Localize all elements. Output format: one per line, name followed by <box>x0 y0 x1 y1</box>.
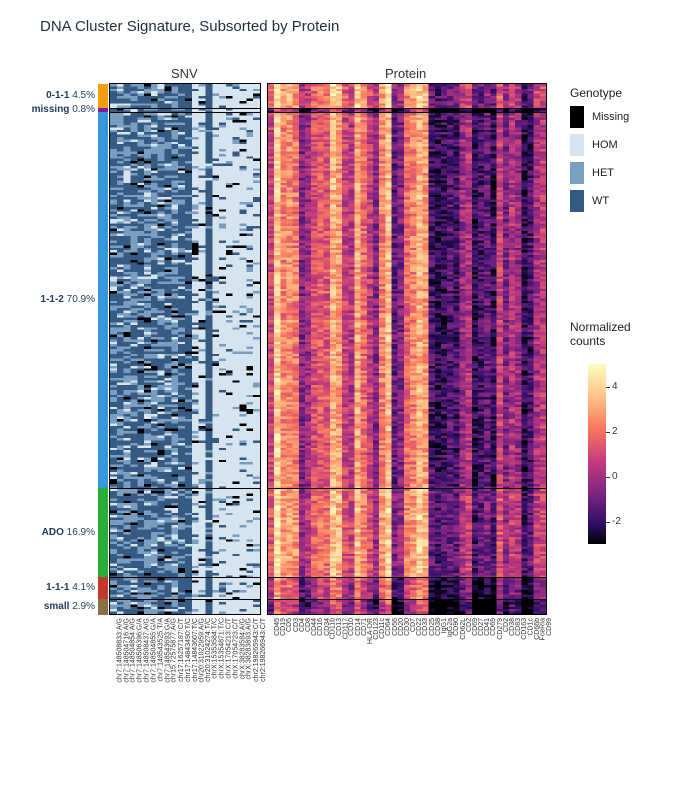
genotype-legend: Genotype Missing HOM HET WT <box>570 86 629 218</box>
cluster-segment <box>98 488 108 578</box>
cluster-segment <box>98 577 108 599</box>
colorbar-tick: 0 <box>612 471 618 482</box>
x-tick-label: chr17:14843607:T/C <box>191 618 198 682</box>
counts-legend-title: Normalized counts <box>570 320 631 348</box>
cluster-label: missing 0.8% <box>0 104 95 115</box>
x-tick-label: CD99 <box>546 618 553 636</box>
genotype-legend-title: Genotype <box>570 86 629 100</box>
legend-item: HOM <box>570 134 629 156</box>
x-tick-label: chr7:148508833:A/G <box>116 618 123 683</box>
panel-label-snv: SNV <box>171 66 198 81</box>
x-tick-label: chr7:148504855:G/A <box>151 618 158 683</box>
colorbar-tick: 2 <box>612 426 618 437</box>
legend-swatch <box>570 134 584 156</box>
cluster-label: 1-1-1 4.1% <box>0 582 95 593</box>
cluster-segment <box>98 112 108 488</box>
cluster-segment <box>98 599 108 614</box>
legend-item: WT <box>570 190 629 212</box>
cluster-labels: 0-1-1 4.5% missing 0.8% 1-1-2 70.9% ADO 16.… <box>0 84 95 614</box>
x-tick-label: chrX:17054723:C/T <box>232 618 239 679</box>
x-tick-label: chr7:148543525:T/A <box>157 618 164 681</box>
cluster-label: small 2.9% <box>0 601 95 612</box>
counts-colorbar <box>588 364 606 544</box>
chart-title: DNA Cluster Signature, Subsorted by Prot… <box>40 18 339 35</box>
legend-item: Missing <box>570 106 629 128</box>
cluster-segment <box>98 84 108 108</box>
x-tick-label: chrX:17054213:C/T <box>226 618 233 679</box>
colorbar-tick: 4 <box>612 381 618 392</box>
protein-heatmap <box>268 84 546 614</box>
x-tick-label: chr17:16257187:C/T <box>178 618 185 682</box>
x-tick-label: chr17:14843490:T/C <box>185 618 192 682</box>
cluster-label: 0-1-1 4.5% <box>0 90 95 101</box>
x-tick-label: chr2:198265943:C/T <box>253 618 260 682</box>
legend-swatch <box>570 162 584 184</box>
legend-item: HET <box>570 162 629 184</box>
cluster-label: 1-1-2 70.9% <box>0 294 95 305</box>
x-tick-label: chrX:15354871:T/C <box>219 618 226 679</box>
legend-swatch <box>570 106 584 128</box>
panel-label-protein: Protein <box>385 66 426 81</box>
legend-swatch <box>570 190 584 212</box>
colorbar-tick: -2 <box>612 516 621 527</box>
x-tick-label: chr2:198266943:C/T <box>260 618 267 682</box>
cluster-color-bar <box>98 84 108 614</box>
cluster-label: ADO 16.9% <box>0 527 95 538</box>
snv-heatmap <box>110 84 260 614</box>
